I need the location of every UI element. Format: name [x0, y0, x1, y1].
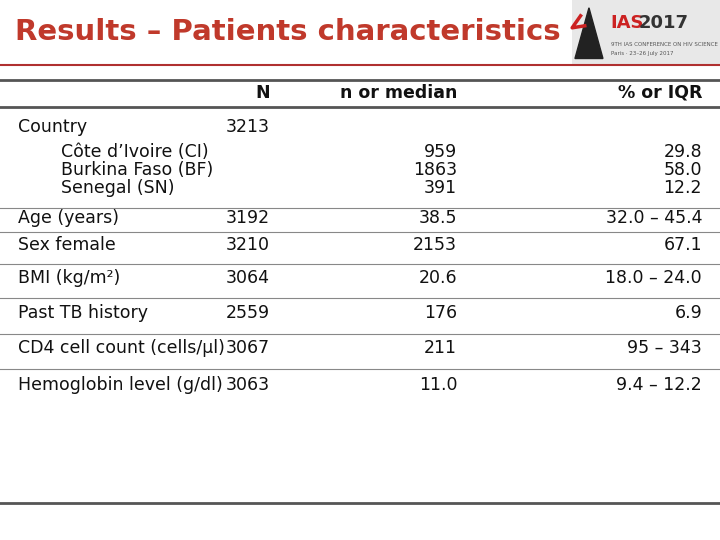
Text: Results – Patients characteristics: Results – Patients characteristics: [15, 18, 561, 46]
Text: 38.5: 38.5: [419, 209, 457, 227]
Text: Burkina Faso (BF): Burkina Faso (BF): [61, 161, 213, 179]
Bar: [0, 0, 720, 65]
Text: Past TB history: Past TB history: [18, 304, 148, 322]
Text: 3213: 3213: [226, 118, 270, 136]
Text: 95 – 343: 95 – 343: [627, 339, 702, 357]
Text: N: N: [256, 84, 270, 102]
Text: n or median: n or median: [340, 84, 457, 102]
Polygon shape: [575, 8, 603, 58]
Text: BMI (kg/m²): BMI (kg/m²): [18, 269, 120, 287]
Text: 3067: 3067: [226, 339, 270, 357]
Text: % or IQR: % or IQR: [618, 84, 702, 102]
Text: 391: 391: [424, 179, 457, 197]
Text: 2153: 2153: [413, 236, 457, 254]
Text: 67.1: 67.1: [663, 236, 702, 254]
Text: Paris · 23–26 July 2017: Paris · 23–26 July 2017: [611, 51, 673, 57]
Text: 176: 176: [424, 304, 457, 322]
Text: 9TH IAS CONFERENCE ON HIV SCIENCE: 9TH IAS CONFERENCE ON HIV SCIENCE: [611, 42, 717, 46]
Text: Age (years): Age (years): [18, 209, 119, 227]
Text: 20.6: 20.6: [418, 269, 457, 287]
Text: 211: 211: [424, 339, 457, 357]
Text: 32.0 – 45.4: 32.0 – 45.4: [606, 209, 702, 227]
Text: 1863: 1863: [413, 161, 457, 179]
Text: Côte d’Ivoire (CI): Côte d’Ivoire (CI): [61, 143, 209, 161]
Text: Sex female: Sex female: [18, 236, 116, 254]
Text: Hemoglobin level (g/dl): Hemoglobin level (g/dl): [18, 376, 222, 394]
Text: IAS: IAS: [611, 14, 644, 32]
Text: Country: Country: [18, 118, 87, 136]
Text: 9.4 – 12.2: 9.4 – 12.2: [616, 376, 702, 394]
Text: 29.8: 29.8: [663, 143, 702, 161]
Text: 2017: 2017: [639, 14, 688, 32]
Text: 58.0: 58.0: [664, 161, 702, 179]
Text: Senegal (SN): Senegal (SN): [61, 179, 175, 197]
Text: 18.0 – 24.0: 18.0 – 24.0: [606, 269, 702, 287]
Text: 11.0: 11.0: [419, 376, 457, 394]
Text: CD4 cell count (cells/µl): CD4 cell count (cells/µl): [18, 339, 225, 357]
Text: 12.2: 12.2: [664, 179, 702, 197]
Text: 3063: 3063: [226, 376, 270, 394]
Bar: [572, 0, 720, 65]
Text: 3192: 3192: [226, 209, 270, 227]
Text: 3210: 3210: [226, 236, 270, 254]
Text: 3064: 3064: [226, 269, 270, 287]
Text: 2559: 2559: [226, 304, 270, 322]
Text: 6.9: 6.9: [674, 304, 702, 322]
Text: 959: 959: [424, 143, 457, 161]
